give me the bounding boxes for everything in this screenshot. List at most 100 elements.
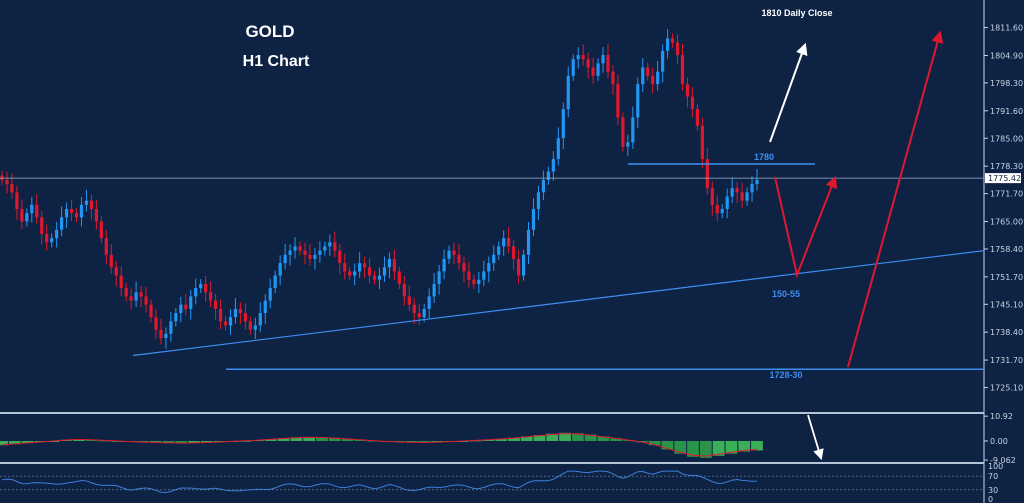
candle-body: [134, 292, 138, 301]
candle-body: [750, 184, 754, 193]
candle-body: [313, 254, 317, 259]
oscillator-bar: [290, 437, 303, 441]
price-tick-label: 1751.70: [990, 273, 1023, 282]
candle-body: [646, 67, 650, 76]
candle-body: [427, 296, 431, 309]
candle-body: [209, 292, 213, 301]
candle-body: [611, 71, 615, 85]
candle-body: [487, 263, 491, 272]
price-tick-label: 1791.60: [990, 107, 1023, 116]
candle-body: [735, 188, 739, 193]
candle-body: [323, 246, 327, 251]
price-tick-label: 1745.10: [990, 300, 1023, 309]
candle-body: [700, 125, 704, 160]
candle-body: [377, 275, 382, 280]
candle-body: [79, 204, 84, 218]
candle-body: [213, 300, 218, 309]
candle-body: [591, 67, 595, 76]
candle-body: [338, 250, 342, 264]
candle-body: [512, 246, 516, 259]
candle-body: [576, 55, 580, 60]
oscillator-bar: [162, 441, 175, 444]
oscillator-bar: [418, 441, 431, 443]
current-price-tag: [985, 173, 1021, 184]
oscillator-bar: [188, 441, 200, 444]
candle-body: [586, 59, 590, 68]
candle-body: [164, 333, 168, 339]
price-tick-label: 1778.30: [990, 162, 1023, 171]
candle-body: [343, 263, 347, 272]
oscillator-bar: [277, 438, 290, 441]
candle-body: [412, 304, 416, 314]
candle-body: [189, 296, 193, 309]
oscillator-bar: [264, 439, 277, 441]
candle-body: [546, 171, 550, 180]
candle-body: [238, 308, 243, 314]
candle-body: [40, 217, 44, 234]
candle-body: [715, 204, 719, 214]
rsi-tick-label: 0: [988, 495, 993, 503]
oscillator-bar: [648, 441, 661, 446]
candle-body: [661, 50, 665, 72]
red-long-up-arrow: [847, 30, 944, 368]
oscillator-bar: [597, 436, 610, 441]
price-tick-label: 1738.40: [990, 328, 1023, 337]
oscillator-bar: [687, 441, 699, 457]
candle-body: [308, 254, 312, 259]
candle-body: [407, 296, 411, 305]
candle-body: [129, 296, 133, 301]
oscillator-bar: [610, 438, 623, 441]
candle-body: [367, 267, 372, 276]
candle-body: [293, 246, 297, 251]
candle-body: [422, 308, 426, 318]
candle-body: [551, 159, 555, 172]
oscillator-bar: [303, 436, 316, 441]
candle-body: [636, 84, 640, 118]
candle-body: [204, 283, 208, 293]
candle-body: [55, 229, 59, 239]
candle-body: [104, 238, 108, 255]
candle-body: [442, 258, 446, 272]
oscillator-bar: [72, 439, 85, 441]
price-tick-label: 1731.70: [990, 356, 1023, 365]
candle-body: [507, 238, 511, 247]
candle-body: [601, 55, 605, 64]
current-price-label: 1775.42: [988, 174, 1021, 183]
candle-body: [526, 229, 531, 255]
candle-body: [626, 142, 630, 147]
candle-body: [502, 238, 506, 247]
resistance-level-label: 1780: [754, 152, 774, 162]
candle-body: [60, 217, 64, 230]
candle-body: [89, 200, 94, 209]
oscillator-signal-line: [1, 433, 758, 457]
candle-body: [616, 84, 620, 118]
candle-body: [402, 283, 406, 297]
rsi-tick-label: 100: [988, 462, 1003, 471]
candle-body: [35, 204, 39, 218]
candle-body: [358, 263, 362, 272]
candle-body: [273, 275, 277, 289]
candle-body: [641, 67, 645, 85]
oscillator-bar: [341, 438, 354, 441]
trendline-label: 150-55: [772, 289, 800, 299]
candle-body: [5, 179, 9, 185]
candle-body: [263, 300, 267, 314]
candle-body: [497, 246, 501, 255]
price-tick-label: 1811.60: [990, 24, 1023, 33]
candle-body: [348, 271, 352, 276]
candles: [0, 29, 759, 349]
overlays: 1775.42 1780 1728-30 150-55: [0, 30, 1021, 461]
candle-body: [457, 254, 461, 264]
price-tick-label: 1804.90: [990, 51, 1023, 60]
white-up-arrow: [769, 42, 808, 143]
oscillator-bar: [507, 437, 520, 441]
support-level-label: 1728-30: [769, 370, 802, 380]
oscillator-bar: [431, 441, 443, 443]
candle-body: [432, 283, 436, 297]
oscillator-bar: [405, 441, 418, 443]
candle-body: [109, 254, 113, 268]
oscillator-bar: [85, 439, 98, 441]
